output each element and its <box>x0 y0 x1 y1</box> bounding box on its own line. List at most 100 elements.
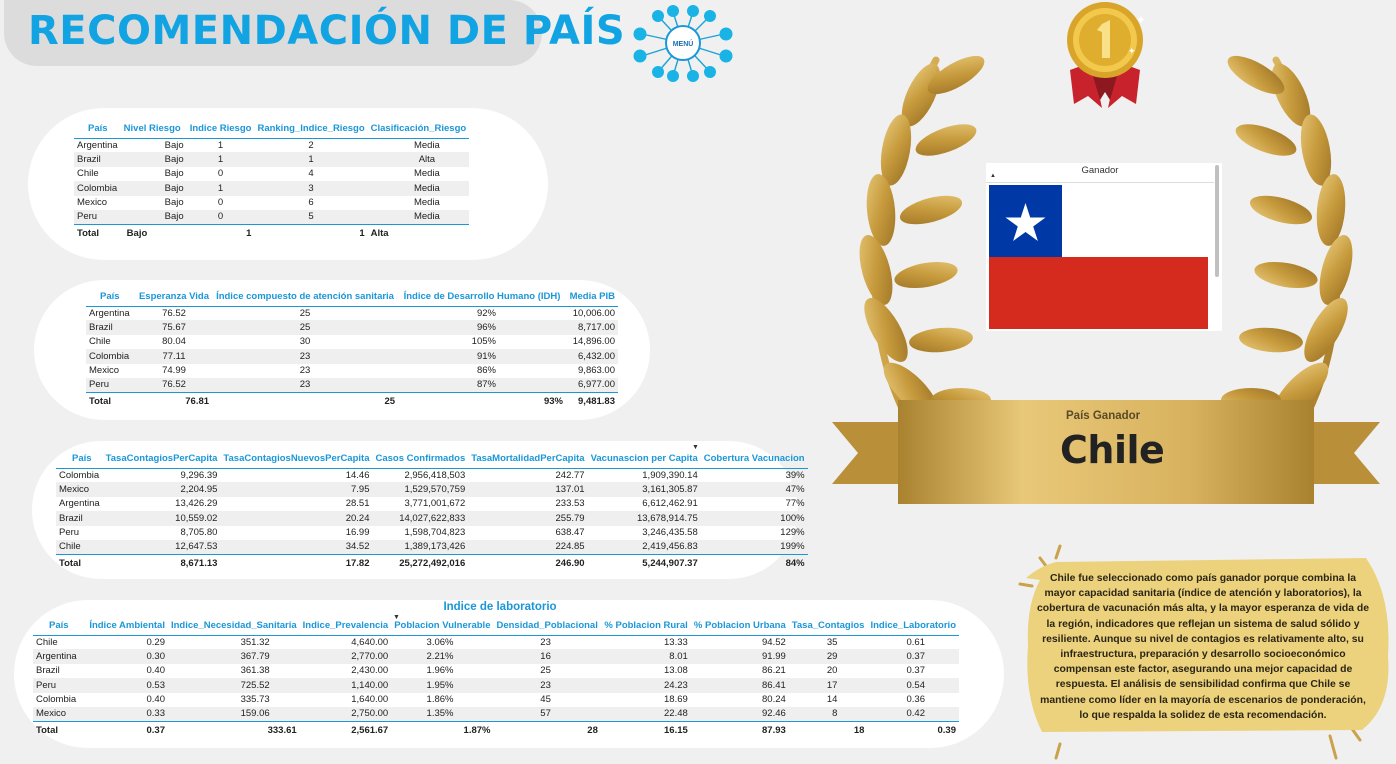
health-table: País Esperanza Vida Índice compuesto de … <box>86 288 618 410</box>
column-header[interactable]: Índice compuesto de atención sanitaria <box>212 288 399 307</box>
table-row[interactable]: Argentina 13,426.29 28.51 3,771,001,672 233.… <box>56 497 808 511</box>
table-cell: Mexico <box>33 706 87 722</box>
table-cell: 8,705.80 <box>180 527 218 539</box>
table-row[interactable]: Colombia 9,296.39 14.46 2,956,418,503 242.77… <box>56 468 808 482</box>
table-row[interactable]: Mexico 2,204.95 7.95 1,529,570,759 137.01 3,1… <box>56 482 808 497</box>
caret-up-icon[interactable]: ▲ <box>990 173 996 179</box>
page-title: RECOMENDACIÓN DE PAÍS <box>28 8 626 54</box>
table-row[interactable]: Chile Bajo 0 4 Media <box>74 167 469 181</box>
column-header[interactable]: % Poblacion Rural <box>600 617 691 636</box>
table-cell: Colombia <box>36 694 77 706</box>
table-row[interactable]: Chile 12,647.53 34.52 1,389,173,426 224.85 2,… <box>56 539 808 555</box>
column-header[interactable]: % Poblacion Urbana <box>690 617 789 636</box>
table-cell: 9,296.39 <box>180 469 218 481</box>
table-row[interactable]: Argentina 0.30 367.79 2,770.00 2.21% 16 8.01 91… <box>33 649 959 664</box>
table-row[interactable]: Mexico 74.99 23 86% 9,863.00 <box>86 364 618 378</box>
winner-slicer[interactable]: Ganador ▲ <box>986 163 1222 331</box>
table-cell: 159.06 <box>167 706 300 722</box>
table-cell: 13,678,914.75 <box>587 511 701 526</box>
column-header[interactable]: Densidad_Poblacional <box>493 617 601 636</box>
svg-text:✦: ✦ <box>1128 47 1136 57</box>
column-header[interactable]: Poblacion Vulnerable <box>391 617 494 636</box>
column-header[interactable]: Casos Confirmados <box>372 450 469 469</box>
table-cell: 0.40 <box>146 665 165 677</box>
table-row[interactable]: Brazil 75.67 25 96% 8,717.00 <box>86 320 618 335</box>
table-row[interactable]: Peru 8,705.80 16.99 1,598,704,823 638.47 3,24… <box>56 526 808 540</box>
column-header[interactable]: Indice Riesgo <box>186 120 255 139</box>
table-cell: 0.37 <box>86 720 168 739</box>
table-cell: 100% <box>700 511 808 526</box>
column-header[interactable]: Tasa_Contagios <box>788 617 868 636</box>
table-cell: 0.42 <box>867 706 959 722</box>
column-header[interactable]: Índice Ambiental <box>86 617 168 636</box>
column-header[interactable]: Indice_Prevalencia <box>299 617 392 636</box>
table-row[interactable]: Peru 0.53 725.52 1,140.00 1.95% 23 24.23 86.41 1… <box>33 678 959 693</box>
slicer-scrollbar[interactable] <box>1215 165 1219 277</box>
table-cell: Brazil <box>56 511 103 526</box>
table-cell: 6,612,462.91 <box>642 498 698 510</box>
table-cell: 1 <box>186 223 255 242</box>
column-header[interactable]: TasaMortalidadPerCapita <box>468 450 588 469</box>
total-row: Total 76.81 25 93% 9,481.83 <box>86 391 618 410</box>
column-header[interactable]: Esperanza Vida <box>135 288 213 307</box>
table-cell: 14 <box>826 694 838 706</box>
table-cell: Chile <box>36 636 58 648</box>
table-cell: Colombia <box>86 349 136 364</box>
table-cell: 25 <box>299 307 311 319</box>
table-cell: 0.33 <box>86 706 168 722</box>
column-header[interactable]: Cobertura Vacunacion <box>700 450 808 469</box>
column-header[interactable]: Media PIB <box>565 288 618 307</box>
column-header[interactable]: Vacunascion per Capita <box>587 450 701 469</box>
table-cell: 638.47 <box>555 527 585 539</box>
table-cell: 3.06% <box>426 636 454 648</box>
column-header[interactable]: Índice de Desarrollo Humano (IDH) <box>398 288 566 307</box>
column-header[interactable]: País <box>86 288 136 307</box>
column-header[interactable]: País <box>33 617 87 636</box>
sort-desc-icon[interactable]: ▼ <box>692 444 699 451</box>
sort-desc-icon[interactable]: ▼ <box>393 614 400 621</box>
table-cell: 87.93 <box>690 720 789 739</box>
column-header[interactable]: Indice_Necesidad_Sanitaria <box>167 617 300 636</box>
laurel-wreath-icon <box>859 55 1353 504</box>
table-cell: 94.52 <box>762 636 786 648</box>
table-row[interactable]: Argentina Bajo 1 2 Media <box>74 138 469 152</box>
title-pill <box>4 0 542 66</box>
table-row[interactable]: Chile 0.29 351.32 4,640.00 3.06% 23 13.33 94.52… <box>33 635 959 649</box>
column-header[interactable]: Indice_Laboratorio <box>867 617 959 636</box>
table-cell: 8.01 <box>600 649 691 664</box>
table-row[interactable]: Colombia 0.40 335.73 1,640.00 1.86% 45 18.69 80… <box>33 693 959 707</box>
table-row[interactable]: Peru Bajo 0 5 Media <box>74 209 470 225</box>
column-header[interactable]: Clasificación_Riesgo <box>367 120 470 139</box>
column-header[interactable]: TasaContagiosNuevosPerCapita <box>220 450 373 469</box>
table-row[interactable]: Brazil 0.40 361.38 2,430.00 1.96% 25 13.08 86.2… <box>33 664 959 678</box>
table-cell: 105% <box>471 336 496 348</box>
menu-button[interactable]: MENÚ <box>628 4 738 82</box>
column-header[interactable]: TasaContagiosPerCapita <box>102 450 221 469</box>
table-cell: 2.21% <box>391 649 494 664</box>
table-row[interactable]: Colombia 77.11 23 91% 6,432.00 <box>86 349 618 364</box>
table-row[interactable]: Brazil 10,559.02 20.24 14,027,622,833 255.79… <box>56 511 808 526</box>
table-row[interactable]: Mexico Bajo 0 6 Media <box>74 196 469 210</box>
column-header[interactable]: País <box>56 450 103 469</box>
table-row[interactable]: Colombia Bajo 1 3 Media <box>74 181 470 196</box>
table-cell: 20 <box>826 665 838 677</box>
table-cell: 14,896.00 <box>572 336 615 348</box>
table-cell: 0.37 <box>906 665 926 677</box>
table-row[interactable]: Chile 80.04 30 105% 14,896.00 <box>86 335 618 349</box>
table-row[interactable]: Mexico 0.33 159.06 2,750.00 1.35% 57 22.48 92.4… <box>33 706 959 722</box>
column-header[interactable]: País <box>74 120 121 139</box>
table-cell: 2,770.00 <box>299 649 392 664</box>
table-row[interactable]: Argentina 76.52 25 92% 10,006.00 <box>86 306 618 320</box>
table-row[interactable]: Brazil Bajo 1 1 Alta <box>74 152 470 167</box>
table-cell: Total <box>86 391 136 410</box>
column-header[interactable]: Nivel Riesgo <box>120 120 187 139</box>
note-bubble <box>1018 544 1389 760</box>
table-cell: 34.52 <box>220 539 373 555</box>
chile-flag-icon[interactable] <box>989 185 1208 329</box>
table-cell: 45 <box>540 694 551 706</box>
table-row[interactable]: Peru 76.52 23 87% 6,977.00 <box>86 377 618 393</box>
table-cell: Total <box>74 223 121 242</box>
table-cell: Peru <box>74 209 121 225</box>
table-cell: 23 <box>299 365 311 377</box>
column-header[interactable]: Ranking_Indice_Riesgo <box>254 120 368 139</box>
